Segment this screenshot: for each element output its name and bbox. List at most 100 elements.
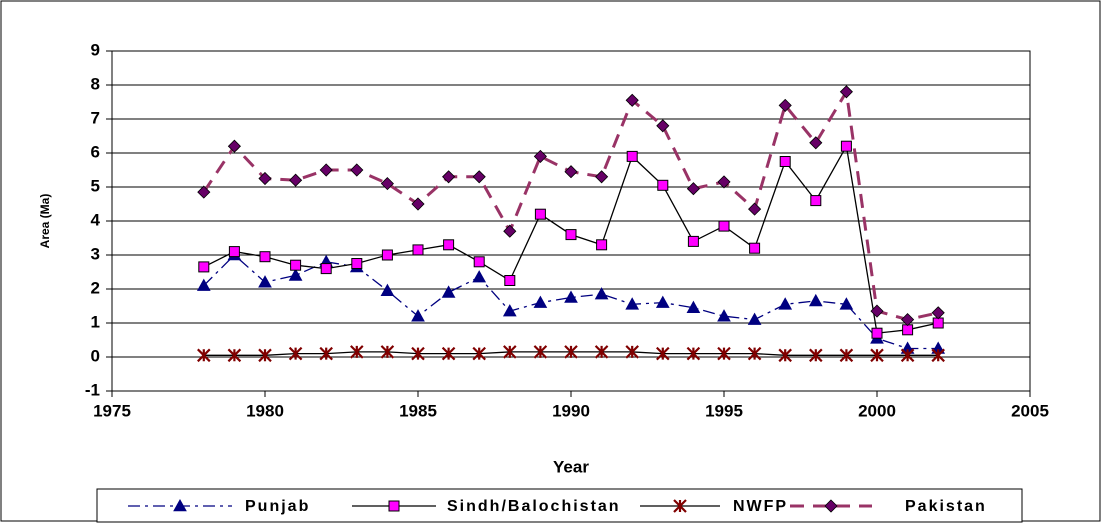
marker bbox=[656, 346, 670, 361]
marker bbox=[931, 348, 945, 363]
y-tick-label: 7 bbox=[91, 108, 100, 127]
marker bbox=[625, 345, 639, 359]
marker bbox=[686, 182, 700, 196]
marker bbox=[564, 345, 578, 359]
marker bbox=[749, 242, 761, 254]
y-tick-label: 6 bbox=[91, 142, 100, 161]
x-tick-label: 1995 bbox=[705, 401, 743, 420]
marker bbox=[289, 173, 303, 187]
marker bbox=[718, 220, 730, 232]
legend-marker bbox=[673, 499, 687, 513]
marker bbox=[290, 259, 302, 271]
marker bbox=[594, 287, 609, 300]
legend-label: NWFP bbox=[733, 498, 788, 515]
marker bbox=[810, 195, 822, 207]
marker bbox=[596, 239, 608, 251]
marker bbox=[258, 275, 272, 288]
marker bbox=[258, 348, 272, 363]
marker bbox=[686, 346, 701, 361]
marker bbox=[227, 139, 241, 153]
marker bbox=[839, 348, 854, 363]
marker bbox=[870, 348, 884, 363]
marker bbox=[198, 261, 210, 273]
marker bbox=[687, 235, 699, 247]
marker bbox=[472, 270, 487, 283]
marker bbox=[656, 119, 670, 133]
marker bbox=[350, 345, 364, 359]
marker bbox=[594, 345, 609, 359]
marker bbox=[564, 165, 578, 179]
x-tick-label: 2005 bbox=[1011, 401, 1049, 420]
marker bbox=[625, 297, 640, 310]
marker bbox=[871, 327, 883, 339]
marker bbox=[748, 202, 762, 216]
marker bbox=[472, 170, 486, 184]
y-tick-label: 5 bbox=[91, 176, 100, 195]
marker bbox=[197, 348, 211, 363]
marker bbox=[411, 309, 425, 322]
marker bbox=[809, 348, 823, 363]
legend-label: Pakistan bbox=[905, 498, 987, 515]
marker bbox=[380, 345, 395, 359]
marker bbox=[932, 317, 944, 329]
marker bbox=[197, 185, 211, 199]
marker bbox=[381, 249, 393, 261]
marker bbox=[411, 197, 425, 211]
plot-frame bbox=[111, 50, 1031, 392]
marker bbox=[411, 346, 425, 361]
marker bbox=[473, 256, 485, 268]
y-tick-label: 8 bbox=[91, 74, 100, 93]
marker bbox=[626, 150, 638, 162]
x-tick-label: 2000 bbox=[858, 401, 896, 420]
marker bbox=[717, 346, 731, 361]
legend-marker bbox=[173, 498, 187, 512]
legend-marker bbox=[388, 500, 400, 512]
marker bbox=[717, 175, 731, 189]
marker bbox=[502, 304, 517, 317]
marker bbox=[319, 163, 333, 177]
marker bbox=[320, 263, 332, 275]
marker bbox=[228, 246, 240, 258]
marker bbox=[504, 275, 516, 286]
marker bbox=[931, 306, 945, 320]
marker bbox=[319, 346, 333, 361]
marker bbox=[380, 177, 394, 191]
marker bbox=[595, 170, 609, 184]
y-tick-label: 4 bbox=[91, 210, 101, 229]
marker bbox=[503, 345, 517, 359]
marker bbox=[472, 346, 486, 361]
marker bbox=[564, 290, 578, 303]
marker bbox=[900, 348, 915, 363]
marker bbox=[441, 346, 456, 361]
marker bbox=[747, 346, 762, 361]
marker bbox=[747, 312, 762, 325]
marker bbox=[533, 149, 547, 163]
marker bbox=[258, 171, 272, 186]
marker bbox=[778, 348, 792, 363]
marker bbox=[686, 300, 701, 313]
marker bbox=[412, 244, 424, 256]
marker bbox=[901, 313, 915, 327]
marker bbox=[503, 224, 517, 238]
y-axis-label: Area (Ma) bbox=[38, 194, 52, 249]
marker bbox=[655, 295, 670, 308]
marker bbox=[350, 163, 364, 177]
marker bbox=[533, 345, 548, 359]
x-axis-label: Year bbox=[553, 457, 589, 476]
marker bbox=[259, 251, 271, 263]
y-tick-label: 1 bbox=[91, 312, 100, 331]
marker bbox=[196, 278, 211, 291]
marker bbox=[227, 348, 242, 363]
legend-label: Punjab bbox=[245, 498, 310, 515]
marker bbox=[778, 98, 792, 112]
marker bbox=[441, 285, 456, 298]
marker bbox=[625, 93, 639, 107]
marker bbox=[443, 239, 455, 251]
legend-marker bbox=[824, 499, 838, 513]
marker bbox=[534, 208, 546, 220]
marker bbox=[717, 309, 731, 322]
y-tick-label: 3 bbox=[91, 244, 100, 263]
marker bbox=[351, 258, 363, 269]
